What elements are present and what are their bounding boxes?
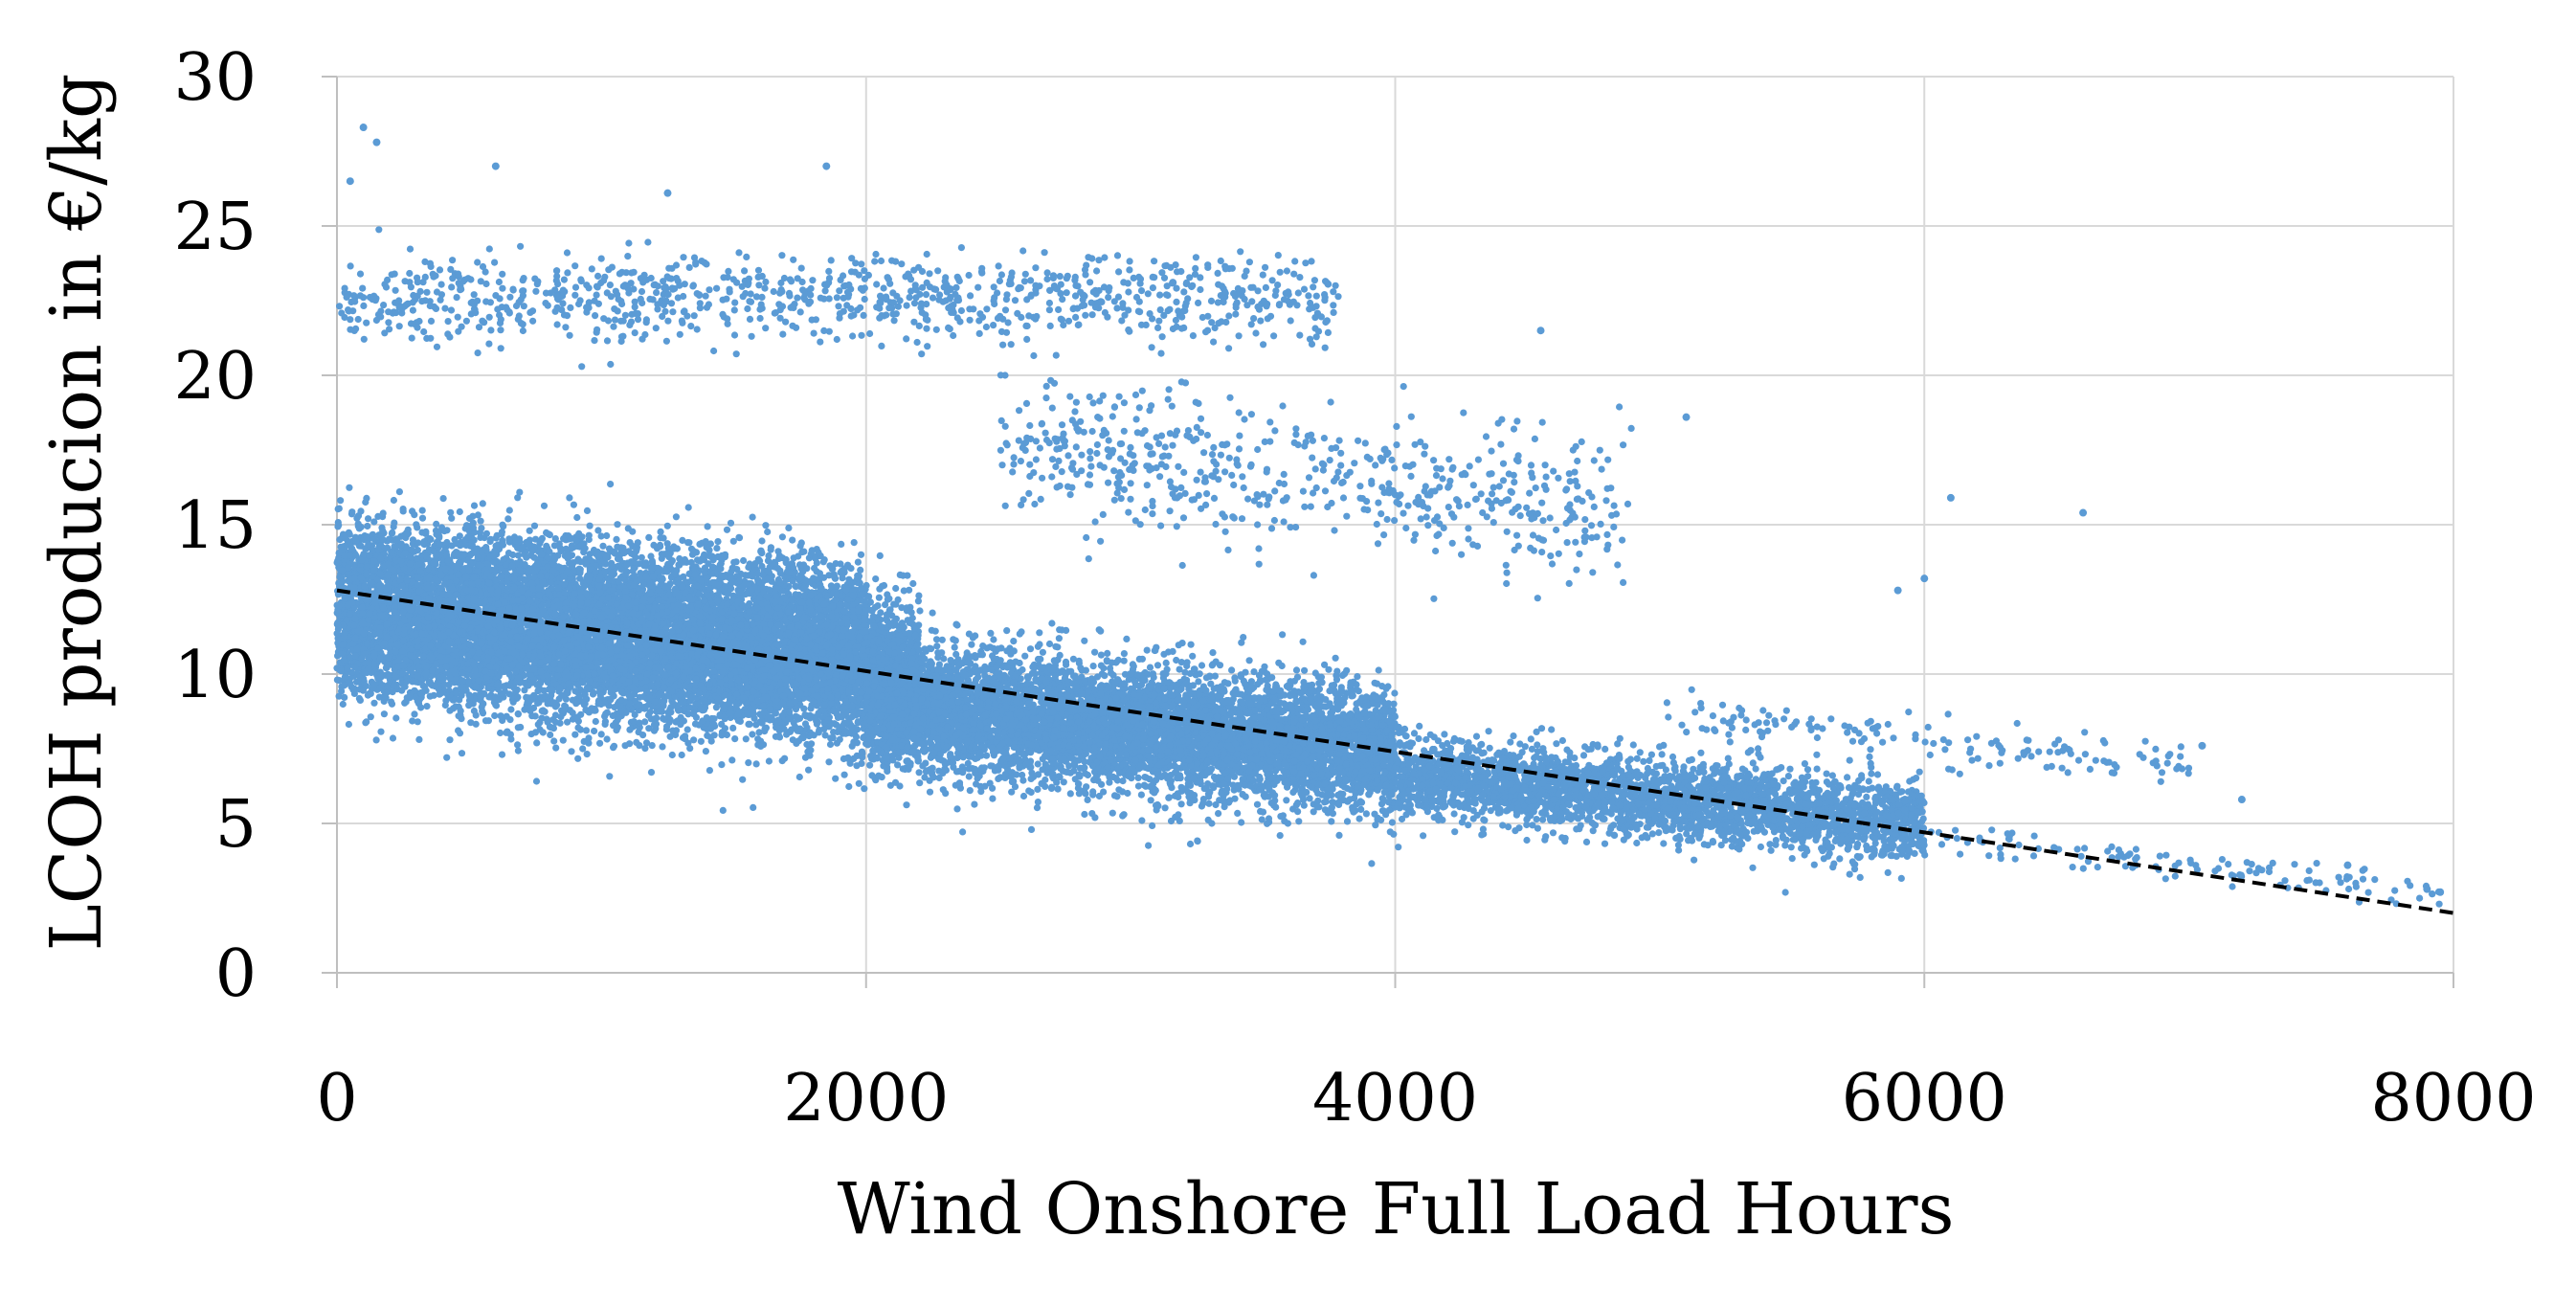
data-point: [679, 752, 685, 758]
data-point: [584, 507, 591, 514]
data-point: [411, 710, 417, 717]
data-point: [515, 748, 522, 754]
data-point: [574, 755, 581, 762]
data-point: [381, 710, 388, 717]
data-point: [377, 729, 384, 735]
data-point: [560, 737, 567, 744]
data-point: [856, 780, 862, 787]
data-point: [731, 735, 738, 742]
data-point: [593, 718, 599, 725]
data-point: [832, 776, 839, 782]
data-point: [499, 752, 505, 758]
data-point: [704, 732, 710, 739]
data-point: [876, 595, 883, 601]
data-point: [708, 738, 715, 745]
data-point: [346, 721, 352, 728]
data-point: [570, 709, 576, 716]
data-point: [465, 702, 472, 709]
data-point: [507, 706, 514, 712]
data-point: [515, 710, 522, 717]
data-point: [909, 580, 916, 587]
data-point: [728, 756, 735, 763]
data-point: [690, 736, 697, 743]
data-point: [596, 740, 603, 747]
data-point: [638, 554, 645, 561]
data-point: [861, 785, 867, 792]
data-point: [750, 804, 756, 811]
data-point: [841, 772, 848, 778]
lcoh-scatter-chart: 0510152025300 2000 4000 6000 8000 Wind Onsho…: [0, 0, 2576, 1306]
data-point: [659, 743, 665, 750]
data-point: [514, 741, 521, 748]
data-point: [822, 732, 829, 738]
data-point: [443, 754, 450, 761]
data-point: [845, 783, 852, 790]
chart-background: [0, 0, 2576, 1306]
data-point: [533, 777, 540, 784]
data-point: [684, 726, 691, 732]
data-point: [877, 552, 884, 559]
data-point: [830, 708, 837, 714]
data-point: [415, 736, 422, 743]
data-point: [507, 735, 514, 742]
data-point: [409, 717, 415, 724]
data-point: [698, 738, 705, 745]
data-point: [604, 735, 611, 742]
data-point: [686, 745, 693, 752]
data-point: [583, 727, 590, 733]
data-point: [626, 727, 633, 733]
data-point: [739, 777, 746, 783]
data-point: [491, 712, 498, 719]
data-point: [872, 575, 879, 582]
data-point: [493, 702, 500, 709]
data-point: [591, 728, 597, 734]
data-point: [720, 807, 727, 814]
data-point: [749, 731, 755, 737]
data-point: [571, 732, 578, 738]
data-point: [705, 523, 711, 529]
data-point: [550, 725, 557, 732]
data-point: [574, 724, 581, 731]
data-point: [682, 732, 688, 739]
data-point: [448, 515, 455, 522]
data-point: [859, 749, 865, 755]
